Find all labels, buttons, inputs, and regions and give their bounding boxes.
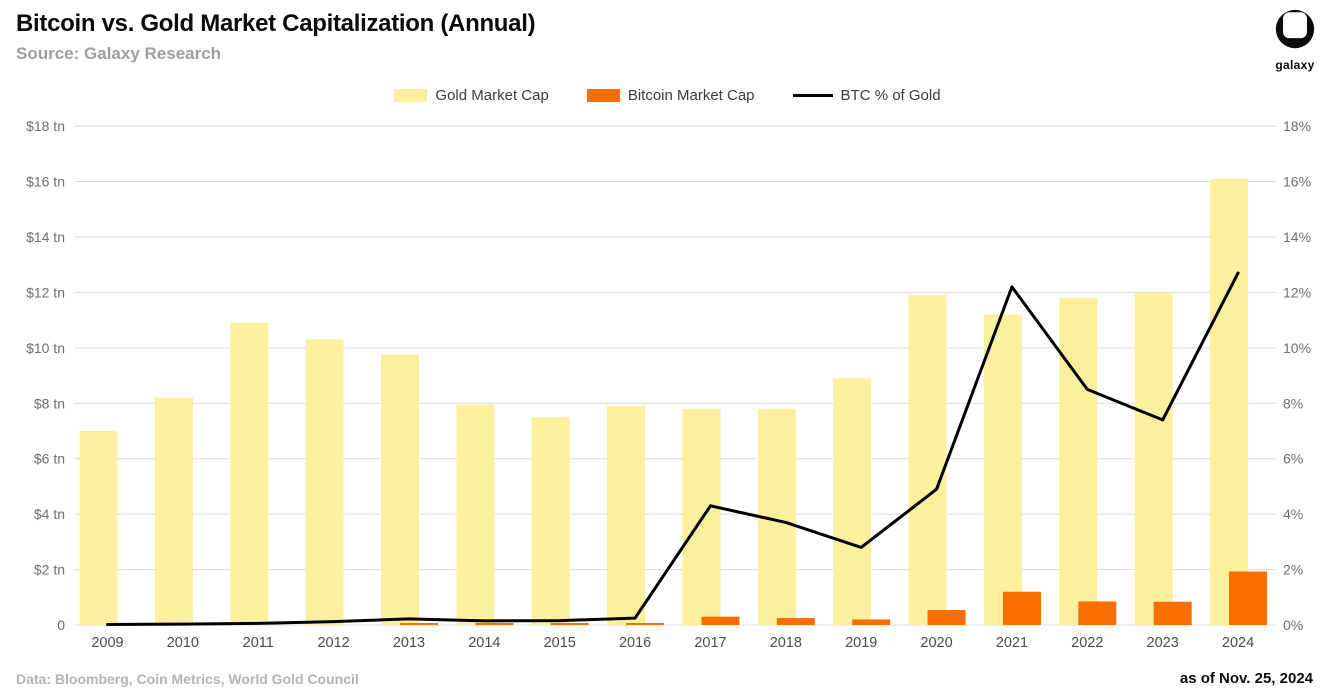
right-axis-tick: 6%	[1283, 451, 1303, 467]
data-source-note: Data: Bloomberg, Coin Metrics, World Gol…	[16, 671, 359, 687]
gold-legend-swatch	[394, 89, 428, 102]
x-axis-label-2016: 2016	[619, 635, 651, 651]
x-axis-label-2017: 2017	[694, 635, 726, 651]
chart-canvas: $18 tn 18% $16 tn 16% $14 tn 14% $12 tn 12% $10 …	[26, 118, 1311, 651]
bitcoin-bar-2023	[1153, 601, 1192, 625]
gold-bar-2013	[380, 354, 419, 625]
gold-bar-2019	[833, 378, 872, 625]
x-axis-label-2023: 2023	[1147, 635, 1179, 651]
right-axis-tick: 10%	[1283, 340, 1311, 356]
left-axis-tick: $14 tn	[26, 229, 65, 245]
legend-item-gold: Gold Market Cap	[394, 87, 549, 104]
gold-bar-2015	[531, 417, 570, 625]
left-axis-tick: $16 tn	[26, 174, 65, 190]
bitcoin-bar-2020	[927, 610, 966, 625]
gold-bar-2009	[79, 430, 118, 625]
x-axis-label-2012: 2012	[317, 635, 349, 651]
galaxy-logo: galaxy	[1269, 7, 1321, 72]
gold-legend-label: Gold Market Cap	[435, 87, 549, 104]
x-axis-label-2020: 2020	[920, 635, 952, 651]
x-axis-label-2010: 2010	[167, 635, 199, 651]
x-axis-label-2009: 2009	[91, 635, 123, 651]
right-axis-tick: 18%	[1283, 118, 1311, 134]
right-axis-tick: 12%	[1283, 284, 1311, 300]
left-axis-tick: $8 tn	[34, 395, 65, 411]
bitcoin-bar-2019	[852, 619, 891, 625]
right-axis-tick: 4%	[1283, 506, 1303, 522]
x-axis-label-2015: 2015	[544, 635, 576, 651]
as-of-date: as of Nov. 25, 2024	[1179, 670, 1313, 687]
btc-pct-line	[106, 271, 1240, 626]
gold-bar-2020	[908, 295, 947, 625]
x-axis-label-2021: 2021	[996, 635, 1028, 651]
right-axis-tick: 2%	[1283, 562, 1303, 578]
right-axis-tick: 16%	[1283, 174, 1311, 190]
right-axis-tick: 14%	[1283, 229, 1311, 245]
left-axis-tick: $6 tn	[34, 451, 65, 467]
gold-bar-2014	[456, 404, 495, 625]
left-axis-tick: $4 tn	[34, 506, 65, 522]
galaxy-logo-icon	[1275, 9, 1315, 49]
galaxy-logo-text: galaxy	[1275, 58, 1315, 72]
gold-bar-2021	[983, 314, 1022, 625]
bitcoin-bar-2024	[1229, 571, 1268, 625]
gold-bar-2016	[607, 406, 646, 625]
bitcoin-bar-2022	[1078, 601, 1117, 625]
chart-legend: Gold Market Cap Bitcoin Market Cap BTC %…	[0, 87, 1335, 104]
x-axis-label-2024: 2024	[1222, 635, 1254, 651]
legend-item-bitcoin: Bitcoin Market Cap	[586, 87, 755, 104]
bitcoin-bar-2017	[701, 616, 740, 625]
gold-bar-2023	[1134, 292, 1173, 625]
bitcoin-bar-2018	[776, 618, 815, 625]
x-axis-label-2011: 2011	[243, 635, 274, 651]
left-axis-tick: $10 tn	[26, 340, 65, 356]
right-axis-tick: 0%	[1283, 617, 1303, 633]
bitcoin-legend-label: Bitcoin Market Cap	[627, 87, 755, 104]
bitcoin-legend-swatch	[586, 89, 620, 102]
page-title: Bitcoin vs. Gold Market Capitalization (…	[16, 10, 536, 37]
x-axis-label-2019: 2019	[845, 635, 877, 651]
btc-pct-legend-label: BTC % of Gold	[840, 87, 941, 104]
left-axis-tick: 0	[57, 617, 65, 633]
gold-bar-2010	[154, 397, 193, 625]
gold-bar-2022	[1059, 297, 1098, 625]
x-axis-label-2013: 2013	[393, 635, 425, 651]
bitcoin-bar-2014	[475, 623, 514, 625]
bitcoin-bar-2016	[626, 623, 665, 625]
gold-bar-2012	[305, 339, 344, 625]
legend-item-btc-pct: BTC % of Gold	[792, 87, 941, 104]
bitcoin-bar-2013	[399, 623, 438, 625]
gold-bar-2011	[230, 322, 269, 625]
left-axis-tick: $18 tn	[26, 118, 65, 134]
btc-pct-legend-swatch	[792, 94, 833, 97]
bitcoin-bar-2015	[550, 623, 589, 625]
x-axis-label-2018: 2018	[770, 635, 802, 651]
left-axis-tick: $2 tn	[34, 562, 65, 578]
x-axis-label-2022: 2022	[1071, 635, 1103, 651]
right-axis-tick: 8%	[1283, 395, 1303, 411]
left-axis-tick: $12 tn	[26, 284, 65, 300]
gold-bar-2024	[1210, 178, 1249, 625]
page-subtitle: Source: Galaxy Research	[16, 44, 222, 63]
x-axis-label-2014: 2014	[468, 635, 500, 651]
bitcoin-bar-2021	[1002, 591, 1041, 625]
